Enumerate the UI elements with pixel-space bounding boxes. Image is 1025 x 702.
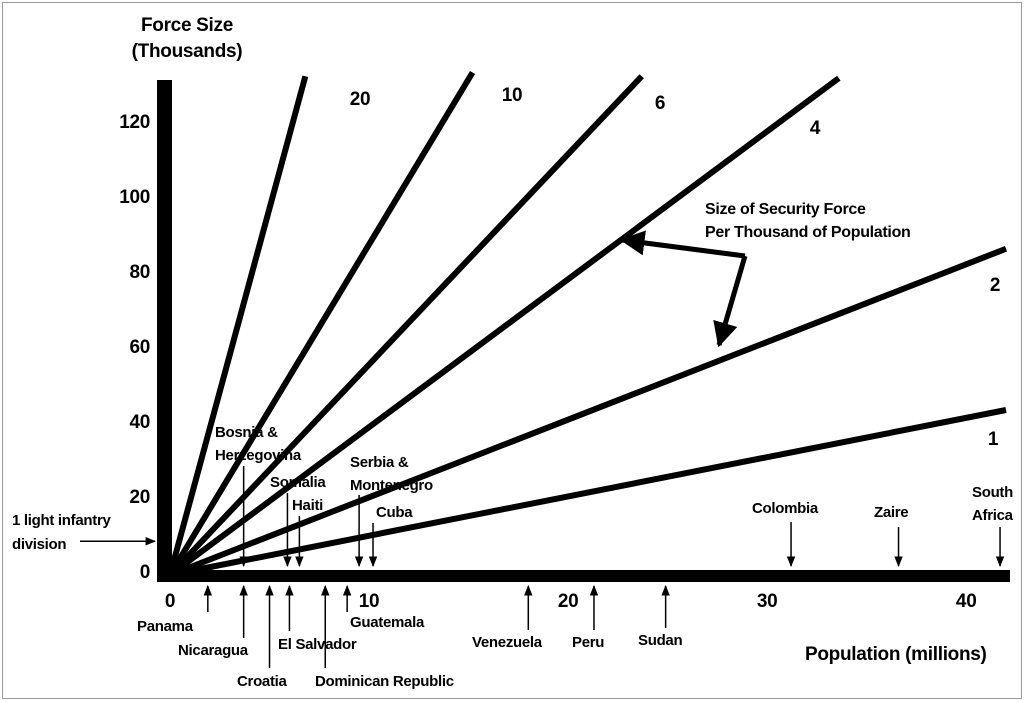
country-label: Zaire (874, 504, 908, 521)
country-label: Herzegovina (215, 447, 302, 464)
x-tick-label: 10 (359, 591, 380, 612)
reference-label: division (12, 536, 66, 553)
y-tick-label: 120 (119, 112, 150, 133)
y-axis-label: (Thousands) (132, 41, 243, 62)
ray-line (168, 75, 841, 578)
x-axis-label: Population (millions) (805, 644, 987, 665)
y-tick-label: 60 (129, 337, 150, 358)
x-tick-label: 30 (757, 591, 778, 612)
x-axis (160, 570, 1010, 582)
country-label: Panama (137, 618, 194, 635)
y-tick-label: 100 (119, 187, 150, 208)
country-label: Nicaragua (178, 642, 249, 659)
ray-line (169, 407, 1007, 578)
ray-line (167, 74, 644, 578)
series-label: 1 (988, 429, 999, 450)
ray-line (167, 75, 309, 576)
reference-label: 1 light infantry (12, 512, 111, 529)
y-tick-label: 0 (140, 562, 150, 583)
country-label: Colombia (752, 500, 819, 517)
x-tick-label: 0 (165, 591, 175, 612)
ray-line (167, 70, 476, 577)
annotation: Per Thousand of Population (705, 224, 911, 241)
annotation: Size of Security Force (705, 201, 866, 218)
country-label: Guatemala (350, 614, 425, 631)
country-label: Haiti (292, 497, 323, 514)
annotation-arrow (619, 230, 746, 259)
country-label: El Salvador (278, 636, 357, 653)
series-label: 4 (810, 118, 821, 139)
country-label: Dominican Republic (315, 673, 454, 690)
country-label: Montenegro (350, 477, 433, 494)
series-label: 2 (990, 275, 1000, 296)
series-label: 10 (502, 85, 523, 106)
series-label: 20 (350, 89, 371, 110)
country-label: Bosnia & (215, 424, 278, 441)
country-label: Somalia (270, 474, 326, 491)
annotation-arrow (713, 255, 748, 348)
country-label: Africa (972, 507, 1014, 524)
country-label: Serbia & (350, 454, 409, 471)
plot (167, 70, 1008, 578)
x-tick-label: 40 (956, 591, 977, 612)
country-label: Croatia (237, 673, 288, 690)
series-label: 6 (655, 93, 665, 114)
country-label: South (972, 484, 1013, 501)
y-tick-label: 80 (129, 262, 150, 283)
y-axis (157, 80, 172, 582)
ray-line (168, 245, 1008, 578)
country-label: Venezuela (472, 634, 543, 651)
country-label: Cuba (376, 504, 413, 521)
country-label: Peru (572, 634, 604, 651)
y-tick-label: 20 (129, 487, 150, 508)
country-label: Sudan (638, 632, 682, 649)
y-tick-label: 40 (129, 412, 150, 433)
y-axis-label: Force Size (141, 15, 233, 36)
x-tick-label: 20 (558, 591, 579, 612)
